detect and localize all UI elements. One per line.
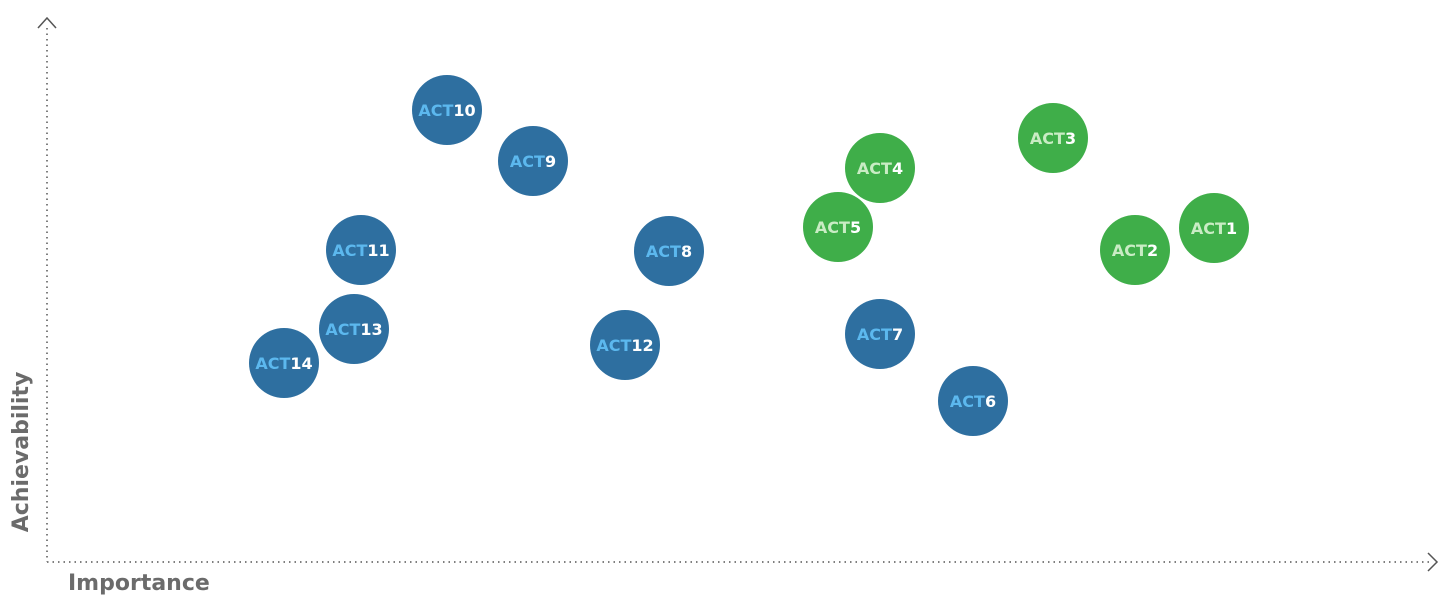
node-prefix: ACT bbox=[857, 325, 892, 344]
node-prefix: ACT bbox=[1030, 129, 1065, 148]
node-prefix: ACT bbox=[332, 241, 367, 260]
node-number: 7 bbox=[892, 325, 903, 344]
node-prefix: ACT bbox=[418, 101, 453, 120]
node-prefix: ACT bbox=[596, 336, 631, 355]
node: ACT2 bbox=[1100, 215, 1170, 285]
node-prefix: ACT bbox=[815, 218, 850, 237]
node-label: ACT4 bbox=[857, 159, 903, 178]
node-bubble bbox=[845, 299, 915, 369]
x-axis-label: Importance bbox=[68, 571, 210, 596]
node-bubble bbox=[412, 75, 482, 145]
node-prefix: ACT bbox=[950, 392, 985, 411]
node-number: 8 bbox=[681, 242, 692, 261]
node: ACT10 bbox=[412, 75, 482, 145]
node-number: 4 bbox=[892, 159, 903, 178]
x-arrow bbox=[1427, 552, 1439, 572]
node-number: 14 bbox=[290, 354, 312, 373]
node-number: 1 bbox=[1226, 219, 1237, 238]
node: ACT4 bbox=[845, 133, 915, 203]
node-prefix: ACT bbox=[325, 320, 360, 339]
node-bubble bbox=[498, 126, 568, 196]
node-label: ACT7 bbox=[857, 325, 903, 344]
node-label: ACT11 bbox=[332, 241, 389, 260]
node-prefix: ACT bbox=[1112, 241, 1147, 260]
node-bubble bbox=[803, 192, 873, 262]
node-prefix: ACT bbox=[857, 159, 892, 178]
node-prefix: ACT bbox=[1191, 219, 1226, 238]
node-number: 6 bbox=[985, 392, 996, 411]
node-bubble bbox=[326, 215, 396, 285]
node-prefix: ACT bbox=[510, 152, 545, 171]
node-label: ACT12 bbox=[596, 336, 653, 355]
node-bubble bbox=[249, 328, 319, 398]
node-number: 2 bbox=[1147, 241, 1158, 260]
node: ACT13 bbox=[319, 294, 389, 364]
node-label: ACT5 bbox=[815, 218, 861, 237]
node-label: ACT3 bbox=[1030, 129, 1076, 148]
node-bubble bbox=[938, 366, 1008, 436]
node-number: 11 bbox=[367, 241, 389, 260]
node-number: 9 bbox=[545, 152, 556, 171]
node-label: ACT10 bbox=[418, 101, 475, 120]
node-bubble bbox=[1018, 103, 1088, 173]
node-label: ACT2 bbox=[1112, 241, 1158, 260]
node-bubble bbox=[319, 294, 389, 364]
node-number: 10 bbox=[453, 101, 475, 120]
node-bubble bbox=[845, 133, 915, 203]
node-number: 12 bbox=[631, 336, 653, 355]
node: ACT11 bbox=[326, 215, 396, 285]
node-number: 5 bbox=[850, 218, 861, 237]
node: ACT6 bbox=[938, 366, 1008, 436]
node-number: 3 bbox=[1065, 129, 1076, 148]
node: ACT8 bbox=[634, 216, 704, 286]
node-number: 13 bbox=[360, 320, 382, 339]
node-prefix: ACT bbox=[255, 354, 290, 373]
node: ACT14 bbox=[249, 328, 319, 398]
node: ACT7 bbox=[845, 299, 915, 369]
y-arrow bbox=[37, 16, 57, 29]
node-bubble bbox=[1179, 193, 1249, 263]
node: ACT9 bbox=[498, 126, 568, 196]
node-label: ACT14 bbox=[255, 354, 312, 373]
node-bubble bbox=[634, 216, 704, 286]
node: ACT12 bbox=[590, 310, 660, 380]
node-label: ACT13 bbox=[325, 320, 382, 339]
y-axis-label: Achievability bbox=[9, 372, 34, 533]
node: ACT3 bbox=[1018, 103, 1088, 173]
node-label: ACT6 bbox=[950, 392, 996, 411]
node: ACT1 bbox=[1179, 193, 1249, 263]
node: ACT5 bbox=[803, 192, 873, 262]
node-label: ACT8 bbox=[646, 242, 692, 261]
node-bubble bbox=[1100, 215, 1170, 285]
node-prefix: ACT bbox=[646, 242, 681, 261]
node-label: ACT9 bbox=[510, 152, 556, 171]
node-bubble bbox=[590, 310, 660, 380]
node-label: ACT1 bbox=[1191, 219, 1237, 238]
